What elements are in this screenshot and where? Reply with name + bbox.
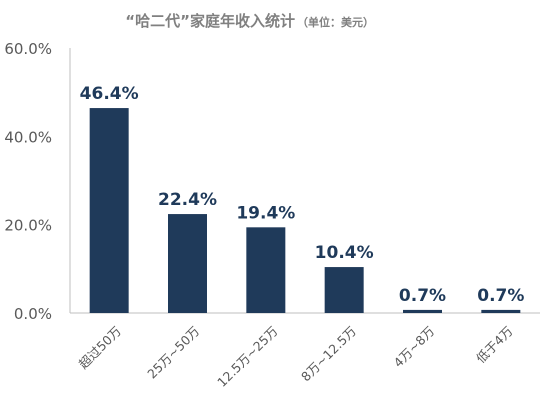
data-label: 19.4% [236, 203, 295, 223]
x-tick-label: 12.5万~25万 [214, 323, 281, 390]
bar [168, 214, 207, 313]
x-tick-label: 4万~8万 [390, 323, 437, 370]
bar [324, 267, 364, 313]
data-labels-group: 46.4% 22.4% 19.4% 10.4% 0.7% 0.7% [80, 84, 525, 306]
chart-title: “哈二代”家庭年收入统计 [125, 12, 295, 30]
bar [89, 108, 129, 313]
x-tick-label: 8万~12.5万 [298, 323, 359, 384]
bar [481, 309, 521, 313]
chart-subtitle: （单位：美元） [297, 15, 374, 29]
data-label: 0.7% [399, 286, 446, 306]
data-label: 46.4% [80, 84, 139, 104]
y-tick-label: 60.0% [4, 40, 52, 58]
y-tick-label: 0.0% [14, 305, 52, 323]
data-label: 0.7% [477, 286, 524, 306]
y-tick-label: 20.0% [4, 217, 52, 235]
x-axis-ticks: 超过50万 25万~50万 12.5万~25万 8万~12.5万 4万~8万 低于4万 [76, 323, 516, 390]
data-label: 22.4% [158, 190, 217, 210]
y-tick-label: 40.0% [4, 128, 52, 146]
y-axis-ticks: 0.0% 20.0% 40.0% 60.0% [4, 40, 52, 323]
x-tick-label: 低于4万 [473, 323, 516, 366]
data-label: 10.4% [315, 243, 374, 263]
bars-group [89, 108, 521, 313]
x-tick-label: 25万~50万 [144, 323, 202, 381]
x-tick-label: 超过50万 [76, 323, 124, 371]
bar [403, 309, 442, 313]
bar [246, 227, 286, 313]
